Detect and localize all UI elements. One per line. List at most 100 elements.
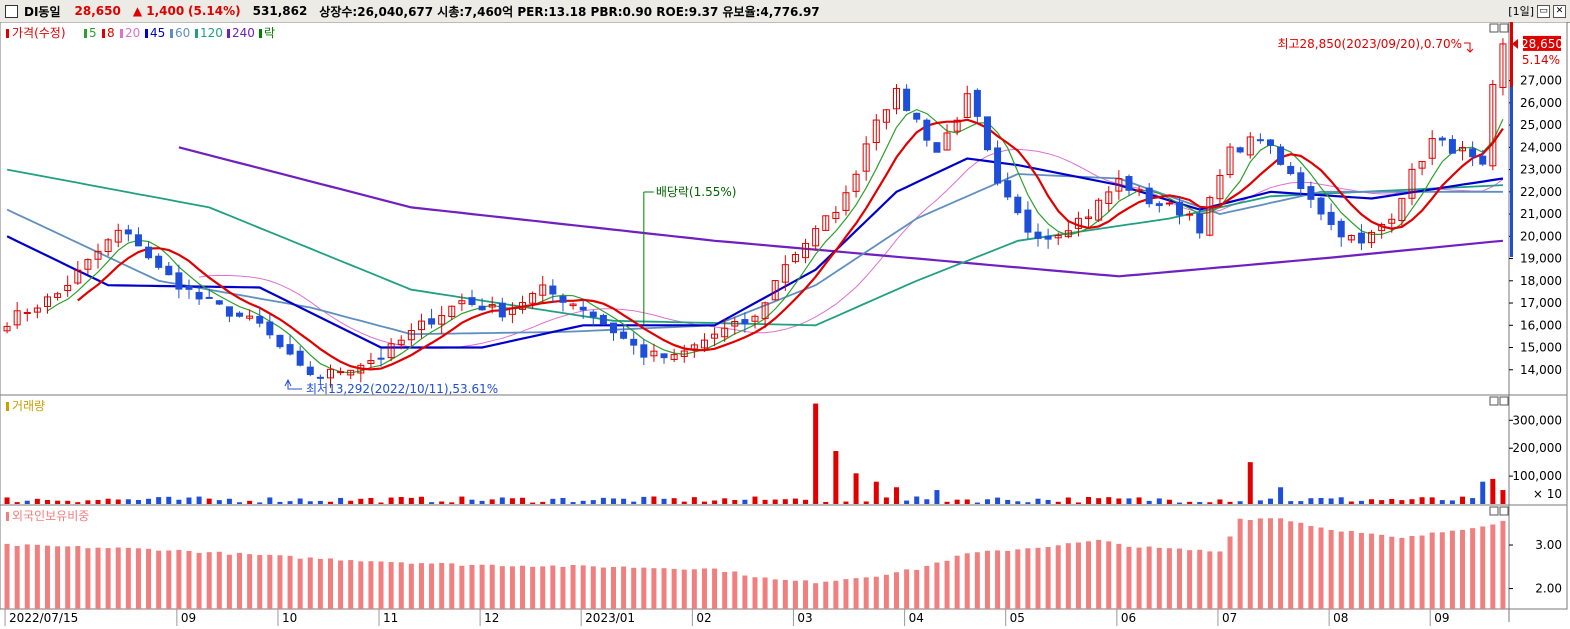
foreign-bar bbox=[1308, 526, 1314, 609]
restore-icon[interactable]: ▭ bbox=[1537, 4, 1550, 18]
candle bbox=[175, 272, 183, 290]
volume-bar bbox=[1500, 490, 1506, 504]
volume-bar bbox=[651, 496, 657, 504]
x-tick-label: 2023/01 bbox=[585, 611, 635, 625]
volume-bar bbox=[14, 502, 20, 504]
candle bbox=[1398, 197, 1406, 222]
candle bbox=[1307, 186, 1315, 200]
legend-swatch bbox=[195, 29, 198, 38]
foreign-bar bbox=[691, 569, 697, 609]
volume-bar bbox=[429, 502, 435, 504]
volume-bar bbox=[1409, 499, 1415, 504]
foreign-bar bbox=[1166, 548, 1172, 609]
foreign-bar bbox=[1490, 524, 1496, 609]
price-tick-label: 19,000 bbox=[1520, 252, 1562, 266]
candle bbox=[630, 338, 638, 346]
volume-bar bbox=[732, 500, 738, 504]
scale-range-up bbox=[1510, 22, 1513, 87]
volume-bar bbox=[1470, 498, 1476, 504]
close-icon[interactable]: ✕ bbox=[1553, 4, 1566, 18]
candle bbox=[3, 325, 11, 332]
foreign-bar bbox=[4, 543, 10, 609]
volume-bar bbox=[792, 498, 798, 504]
legend-swatch bbox=[120, 29, 123, 38]
foreign-bar bbox=[1055, 545, 1061, 609]
foreign-bar bbox=[1318, 527, 1324, 609]
foreign-bar bbox=[176, 549, 182, 609]
volume-bar bbox=[1338, 497, 1344, 504]
volume-bar bbox=[439, 501, 445, 504]
candle bbox=[620, 331, 628, 339]
foreign-bar bbox=[995, 550, 1001, 609]
candle bbox=[822, 215, 830, 231]
foreign-bar bbox=[762, 577, 768, 609]
foreign-bar bbox=[1025, 548, 1031, 609]
volume-bar bbox=[1075, 502, 1081, 504]
candle bbox=[104, 239, 112, 253]
foreign-bar bbox=[317, 558, 323, 609]
candle bbox=[1479, 155, 1487, 165]
price-tick-label: 20,000 bbox=[1520, 229, 1562, 243]
candle bbox=[913, 112, 921, 120]
volume-bar bbox=[237, 502, 243, 504]
foreign-bar bbox=[75, 546, 81, 609]
volume-bar bbox=[1025, 502, 1031, 504]
foreign-bar bbox=[509, 566, 515, 609]
candle bbox=[84, 259, 92, 270]
candle bbox=[1236, 147, 1244, 153]
foreign-bar bbox=[1136, 547, 1142, 609]
volume-bar bbox=[1328, 498, 1334, 504]
period-selector[interactable]: [1일] bbox=[1508, 5, 1534, 18]
candle bbox=[428, 318, 436, 325]
volume-bar bbox=[1116, 498, 1122, 504]
foreign-bar bbox=[974, 552, 980, 609]
candle bbox=[43, 296, 51, 307]
foreign-bar bbox=[560, 566, 566, 609]
x-tick-label: 08 bbox=[1333, 611, 1348, 625]
candle bbox=[1428, 138, 1436, 159]
volume-bar bbox=[479, 500, 485, 504]
volume-bar bbox=[1429, 497, 1435, 504]
foreign-bar bbox=[752, 577, 758, 609]
volume-tick-label: 100,000 bbox=[1512, 469, 1562, 483]
foreign-bar bbox=[1409, 535, 1415, 609]
foreign-bar bbox=[792, 580, 798, 609]
price-tick-label: 14,000 bbox=[1520, 363, 1562, 377]
foreign-bar bbox=[803, 580, 809, 609]
volume-bar bbox=[85, 500, 91, 504]
foreign-bar bbox=[1399, 537, 1405, 609]
foreign-bar bbox=[964, 553, 970, 609]
pane-minimize-icon bbox=[1489, 396, 1499, 406]
volume-bar bbox=[317, 500, 323, 504]
volume-bar bbox=[600, 497, 606, 504]
foreign-bar bbox=[1227, 536, 1233, 609]
ma45-line bbox=[6, 157, 1504, 349]
candle bbox=[953, 119, 961, 132]
x-tick-label: 09 bbox=[181, 611, 196, 625]
low-arrow bbox=[284, 378, 302, 390]
title-bar: DI동일 28,650 ▲ 1,400 (5.14%) 531,862 상장수:… bbox=[0, 0, 1570, 23]
legend-foreign: 외국인보유비중 bbox=[12, 509, 89, 523]
volume-bar bbox=[661, 498, 667, 504]
volume-bar bbox=[1086, 497, 1092, 504]
select-checkbox[interactable] bbox=[5, 4, 18, 18]
foreign-bar bbox=[125, 547, 131, 609]
candle bbox=[721, 327, 729, 338]
volume-bar bbox=[398, 497, 404, 504]
candle bbox=[488, 304, 496, 308]
foreign-bar bbox=[833, 580, 839, 609]
candle bbox=[1368, 231, 1376, 244]
candle bbox=[124, 229, 132, 235]
foreign-bar bbox=[894, 572, 900, 609]
price-tick-label: 21,000 bbox=[1520, 207, 1562, 221]
foreign-bar bbox=[469, 564, 475, 609]
foreign-bar bbox=[206, 552, 212, 609]
candle bbox=[1408, 168, 1416, 199]
candle bbox=[468, 297, 476, 305]
foreign-bar bbox=[1075, 542, 1081, 609]
candle bbox=[185, 285, 193, 290]
volume-bar bbox=[964, 499, 970, 504]
volume-bar bbox=[1278, 487, 1284, 504]
volume-bar bbox=[1015, 501, 1021, 504]
volume-bar bbox=[1207, 502, 1213, 504]
